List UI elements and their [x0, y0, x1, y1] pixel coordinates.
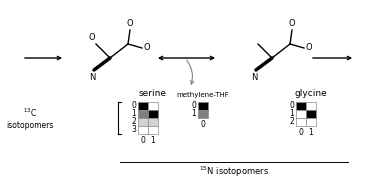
- Text: 0: 0: [201, 120, 205, 129]
- Bar: [148, 110, 158, 118]
- Bar: [148, 118, 158, 126]
- Text: 1: 1: [308, 128, 313, 137]
- Text: 0: 0: [299, 128, 304, 137]
- Text: glycine: glycine: [294, 89, 327, 98]
- Text: O: O: [127, 19, 133, 28]
- Text: O: O: [306, 44, 313, 53]
- Bar: [148, 102, 158, 110]
- Text: $^{15}$N isotopomers: $^{15}$N isotopomers: [199, 165, 269, 179]
- Bar: [138, 102, 148, 110]
- Bar: [296, 110, 306, 118]
- Bar: [198, 110, 208, 118]
- Bar: [306, 102, 316, 110]
- Text: methylene-THF: methylene-THF: [177, 92, 229, 98]
- Text: 0: 0: [191, 102, 196, 111]
- Text: N: N: [89, 73, 95, 82]
- Text: 1: 1: [131, 109, 136, 118]
- Bar: [198, 102, 208, 110]
- Text: 0: 0: [141, 136, 146, 145]
- Text: 3: 3: [131, 125, 136, 134]
- Text: O: O: [289, 19, 295, 28]
- Text: N: N: [251, 73, 257, 82]
- Text: 2: 2: [131, 118, 136, 127]
- Text: 1: 1: [191, 109, 196, 118]
- Bar: [148, 126, 158, 134]
- Text: 1: 1: [289, 109, 294, 118]
- Bar: [138, 110, 148, 118]
- Text: serine: serine: [139, 89, 167, 98]
- Text: O: O: [144, 44, 150, 53]
- Text: 0: 0: [131, 102, 136, 111]
- Bar: [306, 110, 316, 118]
- Text: 0: 0: [289, 102, 294, 111]
- Text: 1: 1: [150, 136, 155, 145]
- Text: $^{13}$C
isotopomers: $^{13}$C isotopomers: [6, 106, 54, 130]
- Bar: [296, 102, 306, 110]
- Bar: [138, 118, 148, 126]
- Bar: [296, 118, 306, 126]
- Bar: [138, 126, 148, 134]
- Text: O: O: [88, 33, 95, 42]
- Bar: [306, 118, 316, 126]
- Text: 2: 2: [289, 118, 294, 127]
